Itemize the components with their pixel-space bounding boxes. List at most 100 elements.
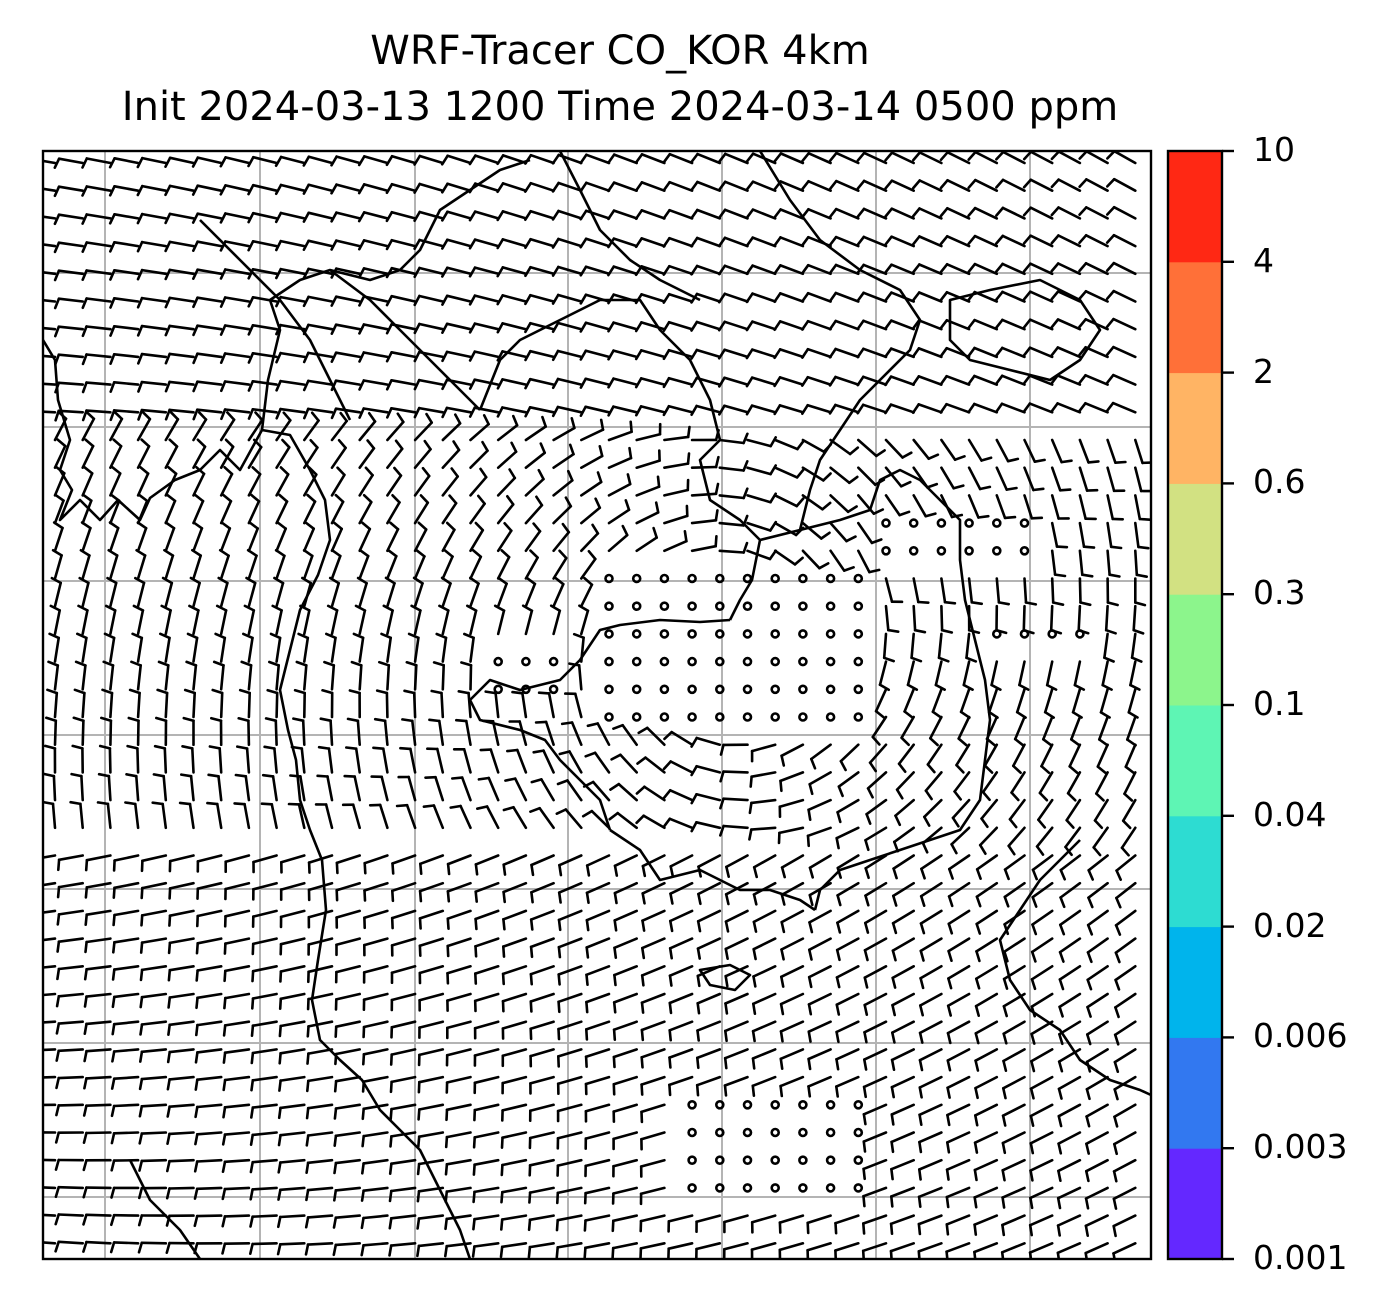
wind-barb: [527, 1242, 555, 1259]
wind-barb: [165, 1214, 195, 1227]
wind-barb: [669, 881, 694, 905]
wind-barb: [413, 294, 445, 307]
wind-barb: [1070, 715, 1082, 747]
wind-barb: [195, 964, 223, 982]
wind-barb: [236, 745, 251, 774]
wind-barb: [333, 1075, 362, 1093]
wind-barb: [995, 178, 1026, 192]
wind-barb: [955, 743, 971, 774]
wind-barb: [496, 494, 515, 525]
wind-barb: [983, 743, 999, 774]
wind-barb: [139, 992, 168, 1009]
wind-barb: [358, 407, 389, 419]
coastline-liaodong: [329, 268, 481, 411]
wind-barb: [277, 1103, 306, 1120]
wind-barb: [348, 689, 362, 719]
wind-barb: [911, 291, 943, 303]
wind-barb: [358, 493, 373, 525]
wind-barb: [192, 380, 223, 393]
wind-barb: [97, 772, 112, 802]
wind-barb: [71, 744, 84, 774]
wind-barb: [418, 937, 445, 958]
wind-barb: [441, 413, 462, 442]
wind-barb: [274, 239, 306, 252]
wind-barb: [334, 1020, 362, 1038]
wind-barb: [247, 466, 262, 497]
calm-marker: [687, 1155, 697, 1165]
wind-barb: [663, 529, 688, 553]
wind-barb: [975, 937, 999, 963]
wind-barb: [444, 1158, 472, 1176]
wind-barb: [940, 604, 954, 634]
wind-barb: [195, 1020, 223, 1037]
wind-barb: [1121, 798, 1137, 830]
wind-barb: [136, 493, 149, 525]
wind-barb: [1078, 438, 1100, 464]
wind-barb: [1129, 660, 1141, 691]
calm-marker: [631, 601, 642, 612]
wind-barb: [862, 1158, 888, 1181]
wind-barb: [994, 346, 1026, 359]
wind-barb: [934, 660, 947, 692]
wind-barb: [111, 1048, 140, 1063]
wind-barb: [302, 521, 316, 553]
wind-barb: [300, 576, 313, 608]
wind-barb: [609, 782, 639, 802]
wind-barb: [163, 548, 175, 580]
wind-barb: [828, 151, 860, 165]
wind-barb: [945, 1158, 971, 1181]
calm-marker: [604, 573, 614, 584]
wind-barb: [752, 909, 777, 933]
wind-barb: [1058, 1020, 1082, 1046]
wind-barb: [324, 632, 337, 663]
wind-barb: [53, 185, 84, 198]
wind-barb: [330, 211, 362, 223]
wind-barb: [1002, 992, 1026, 1018]
calm-marker: [770, 656, 781, 667]
wind-barb: [1106, 577, 1119, 607]
wind-barb: [250, 1075, 278, 1092]
wind-barb: [524, 237, 555, 249]
wind-barb: [217, 576, 229, 608]
wind-barb: [361, 1103, 389, 1121]
wind-barb: [413, 412, 434, 442]
wind-barb: [237, 716, 251, 747]
wind-barb: [745, 320, 777, 332]
wind-barb: [192, 493, 205, 525]
wind-barb: [922, 798, 943, 827]
wind-barb: [1085, 1103, 1109, 1128]
wind-barb: [274, 183, 306, 196]
coastline-jeju: [698, 963, 752, 992]
calm-marker: [936, 545, 947, 556]
wind-barb: [1050, 374, 1082, 386]
wind-barb: [1010, 771, 1026, 802]
wind-barb: [724, 992, 749, 1015]
wind-barb: [263, 745, 278, 774]
wind-barb: [1022, 346, 1054, 359]
wind-barb: [884, 319, 916, 331]
wind-barb: [108, 185, 140, 197]
calm-marker: [687, 629, 697, 639]
wind-barb: [551, 181, 583, 193]
wind-barb: [445, 1075, 472, 1094]
wind-barb: [362, 1020, 389, 1039]
wind-barb: [940, 466, 965, 490]
wind-barb: [278, 1075, 306, 1092]
wind-barb: [102, 660, 115, 691]
coastline-yellow-sea-west-korea: [468, 618, 731, 831]
wind-barb: [307, 909, 334, 929]
calm-marker: [687, 1127, 697, 1138]
wind-barb: [48, 632, 61, 663]
wind-barb: [662, 376, 694, 389]
wind-barb: [1057, 1103, 1082, 1128]
wind-barb: [1085, 1048, 1109, 1073]
wind-barb: [388, 1242, 417, 1257]
calm-marker: [770, 629, 781, 639]
wind-barb: [112, 881, 140, 900]
wind-barb: [302, 493, 317, 525]
wind-barb: [1105, 317, 1137, 331]
wind-barb: [53, 241, 84, 254]
wind-barb: [1096, 743, 1109, 775]
wind-barb: [106, 576, 118, 608]
wind-barb: [333, 1158, 362, 1175]
